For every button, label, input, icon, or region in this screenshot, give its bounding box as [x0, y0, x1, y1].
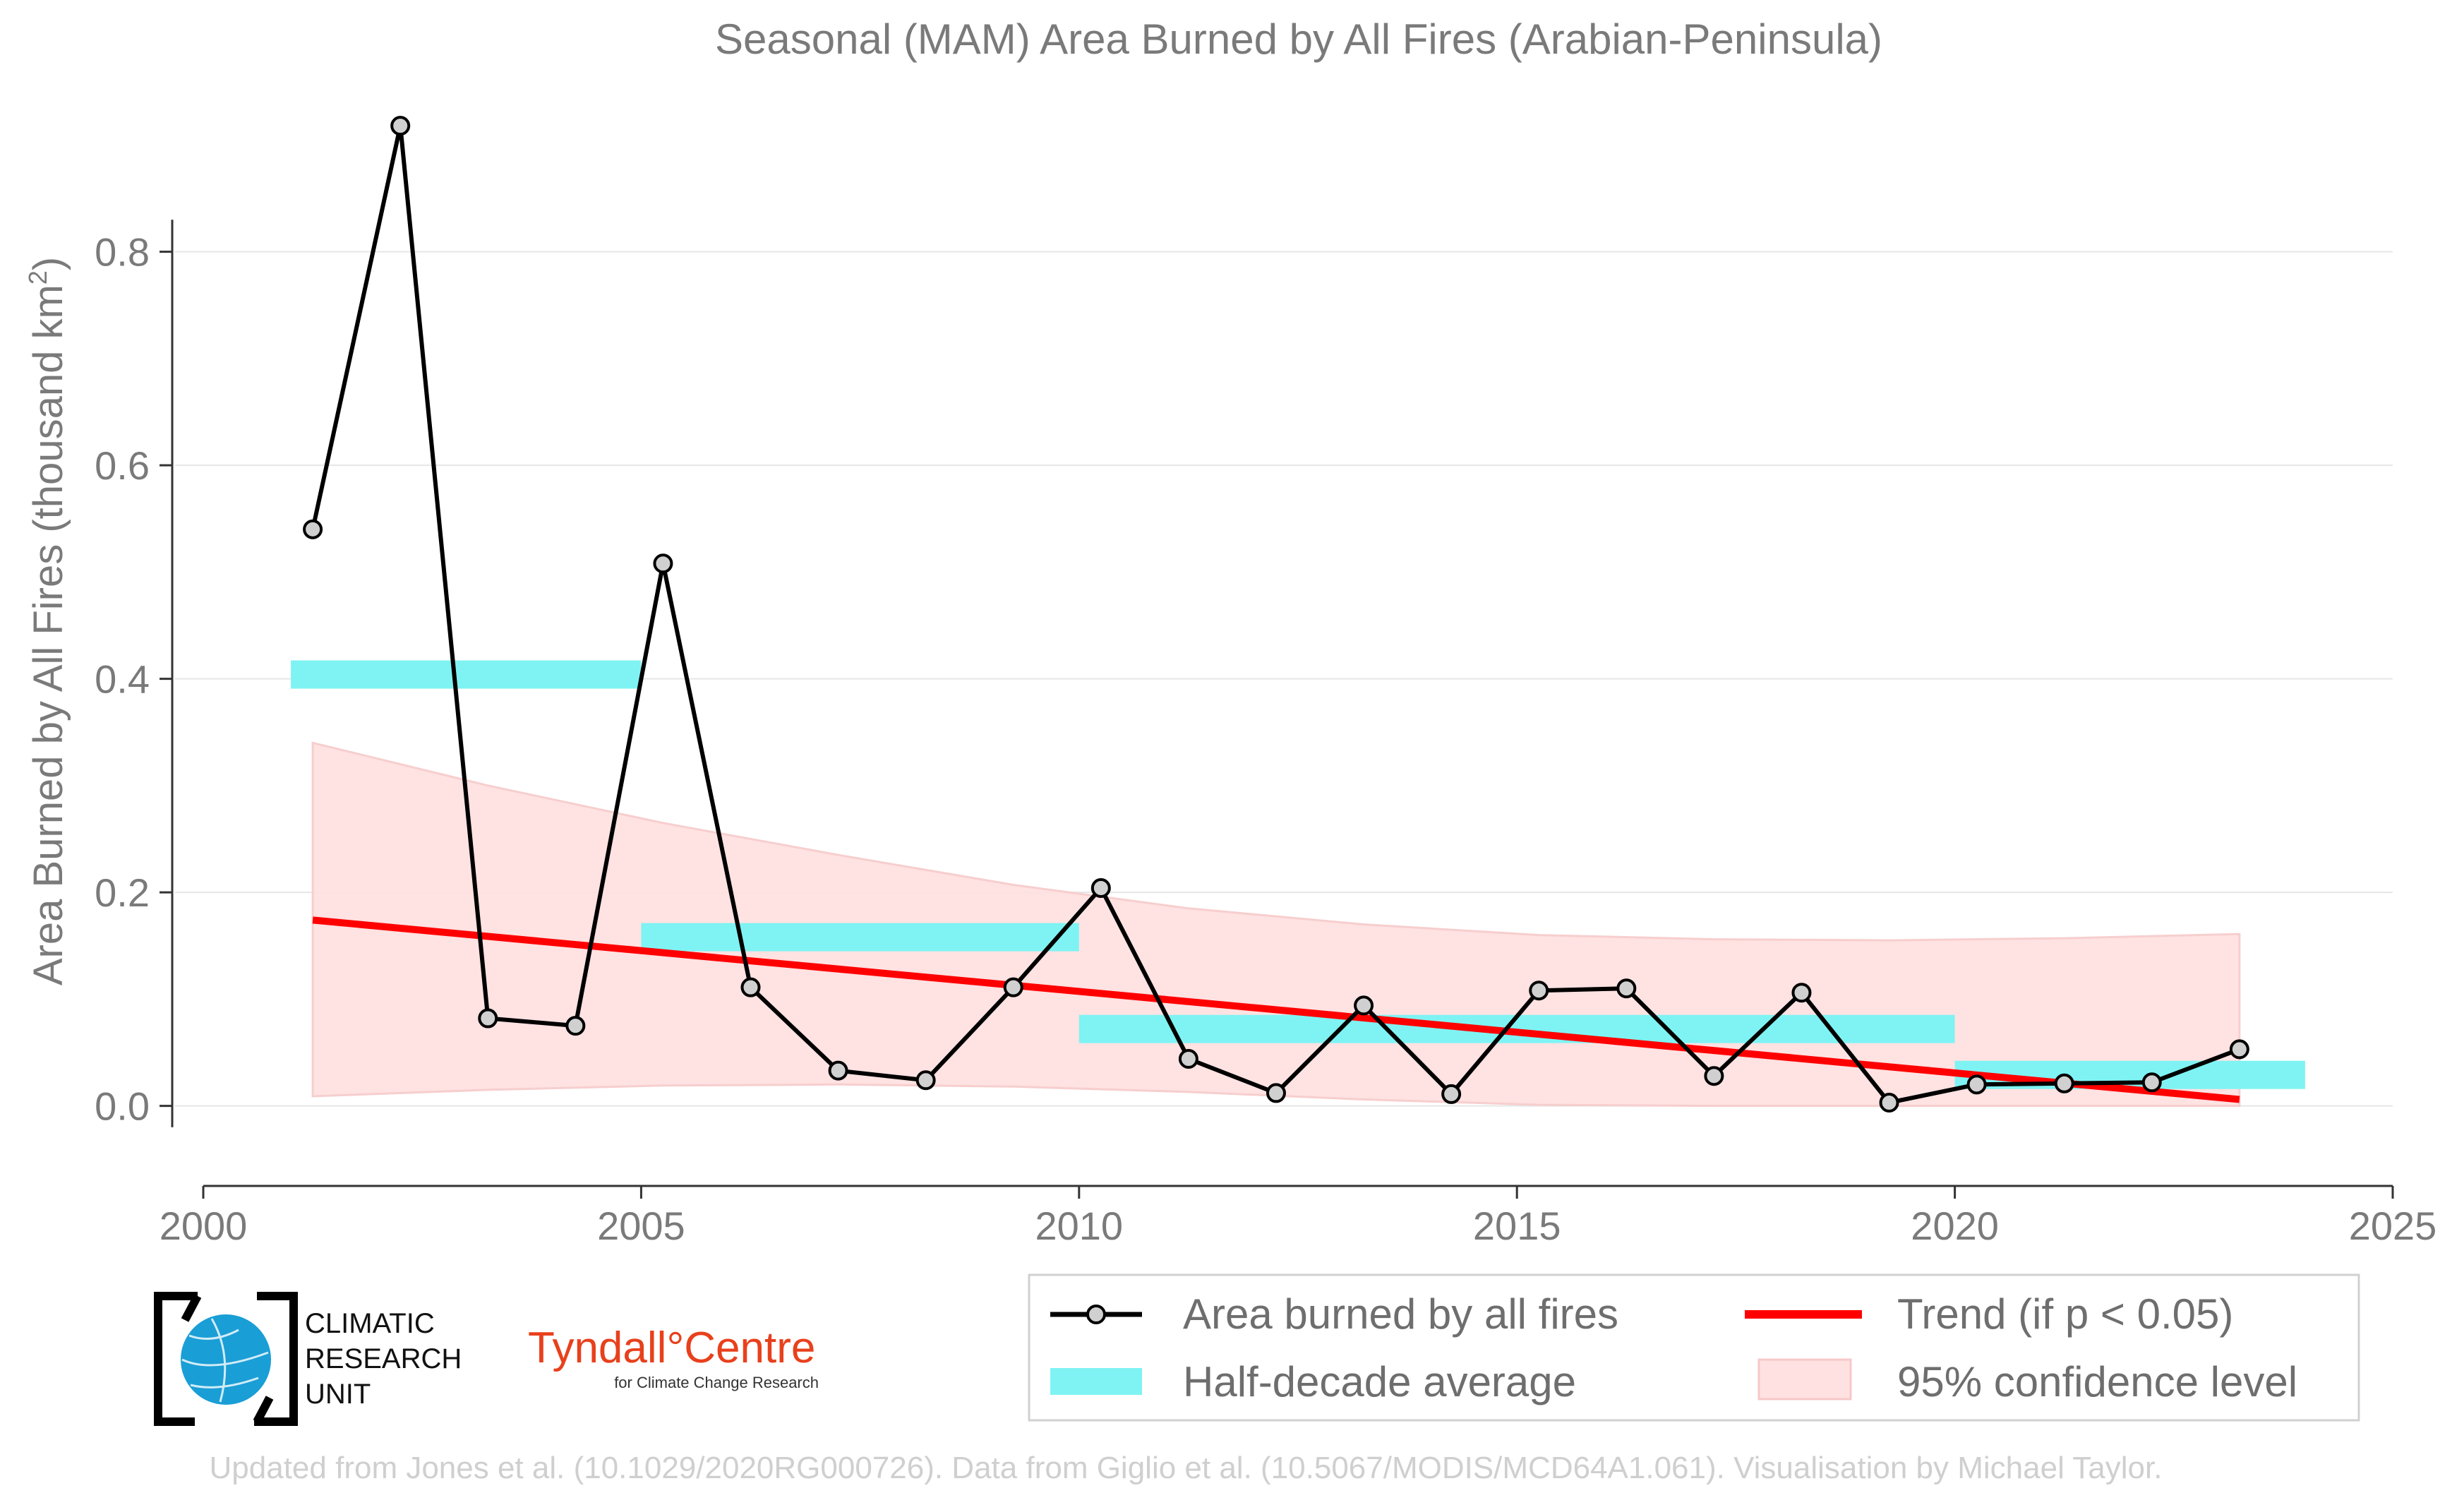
cru-text-line3: UNIT — [305, 1379, 371, 1410]
y-tick-label: 0.4 — [95, 657, 150, 702]
x-tick-label: 2020 — [1911, 1204, 1999, 1248]
confidence-band-layer — [311, 741, 2241, 1108]
confidence-band — [311, 741, 2241, 1108]
data-point — [1354, 995, 1374, 1016]
legend-label-confidence: 95% confidence level — [1897, 1358, 2297, 1405]
credit-text: Updated from Jones et al. (10.1029/2020R… — [210, 1451, 2163, 1485]
legend-frame — [1028, 1273, 2360, 1422]
data-point — [2054, 1073, 2074, 1093]
y-axis-label-text: Area Burned by All Fires (thousand km — [25, 284, 71, 985]
data-point — [565, 1016, 586, 1036]
axes: 0.0 0.2 0.4 0.6 0.8 2000 2005 2010 2015 2020 2025 — [95, 220, 2436, 1248]
legend-swatch-confidence — [1757, 1358, 1852, 1401]
data-point — [653, 553, 673, 574]
data-point — [1266, 1083, 1286, 1103]
cru-bracket-left — [154, 1292, 198, 1426]
x-tick-label: 2000 — [160, 1204, 248, 1248]
cru-bracket-right — [254, 1292, 298, 1426]
globe-icon-contours — [181, 1318, 269, 1403]
cru-bracket-slash-top — [181, 1294, 202, 1322]
half-decade-bar — [291, 660, 642, 689]
legend-marker-area-burned — [1086, 1305, 1106, 1324]
data-point — [1791, 983, 1812, 1003]
data-point — [303, 519, 323, 539]
data-point — [740, 977, 761, 997]
y-axis-label: Area Burned by All Fires (thousand km2) — [23, 257, 71, 985]
cru-logo: CLIMATIC RESEARCH UNIT — [154, 1292, 462, 1426]
data-point — [1529, 981, 1549, 1001]
cru-bracket-slash-bottom — [253, 1396, 274, 1424]
data-point — [1178, 1049, 1198, 1069]
trend-line — [312, 916, 2240, 1103]
data-point — [478, 1008, 498, 1029]
data-point — [2229, 1039, 2249, 1060]
legend: Area burned by all fires Trend (if p < 0… — [1028, 1273, 2360, 1422]
y-tick-label: 0.8 — [95, 230, 150, 275]
data-point — [2141, 1072, 2162, 1093]
y-axis-label-close: ) — [25, 257, 71, 270]
data-point — [1879, 1093, 1899, 1113]
x-tick-label: 2010 — [1035, 1204, 1124, 1248]
x-tick-label: 2015 — [1473, 1204, 1561, 1248]
data-point — [1003, 977, 1023, 997]
x-tick-label: 2025 — [2349, 1204, 2437, 1248]
tyndall-logo-sub: for Climate Change Research — [614, 1374, 819, 1391]
data-point — [915, 1070, 936, 1091]
half-decade-bar — [641, 923, 1079, 952]
tyndall-logo: Tyndall°Centre for Climate Change Resear… — [528, 1324, 819, 1391]
cru-text-line2: RESEARCH — [305, 1343, 462, 1374]
data-point — [390, 116, 411, 136]
trend-layer — [312, 916, 2240, 1103]
y-tick-label: 0.2 — [95, 870, 150, 915]
legend-label-half-decade: Half-decade average — [1183, 1358, 1576, 1405]
legend-label-area-burned: Area burned by all fires — [1183, 1290, 1618, 1338]
data-point — [1616, 978, 1637, 999]
data-point — [1704, 1066, 1724, 1086]
legend-swatch-half-decade — [1050, 1368, 1142, 1395]
data-point — [1441, 1084, 1462, 1104]
legend-label-trend: Trend (if p < 0.05) — [1897, 1290, 2233, 1338]
y-axis-label-sup: 2 — [23, 270, 52, 284]
cru-text-line1: CLIMATIC — [305, 1308, 435, 1339]
y-tick-label: 0.0 — [95, 1084, 150, 1129]
series-layer — [303, 116, 2249, 1113]
tyndall-logo-main: Tyndall°Centre — [528, 1324, 815, 1372]
y-tick-label: 0.6 — [95, 443, 150, 488]
data-point — [1090, 878, 1111, 899]
globe-icon — [181, 1314, 271, 1405]
data-point — [828, 1060, 848, 1081]
x-tick-label: 2005 — [597, 1204, 685, 1248]
chart-title: Seasonal (MAM) Area Burned by All Fires … — [715, 16, 1882, 63]
data-point — [1966, 1074, 1987, 1095]
